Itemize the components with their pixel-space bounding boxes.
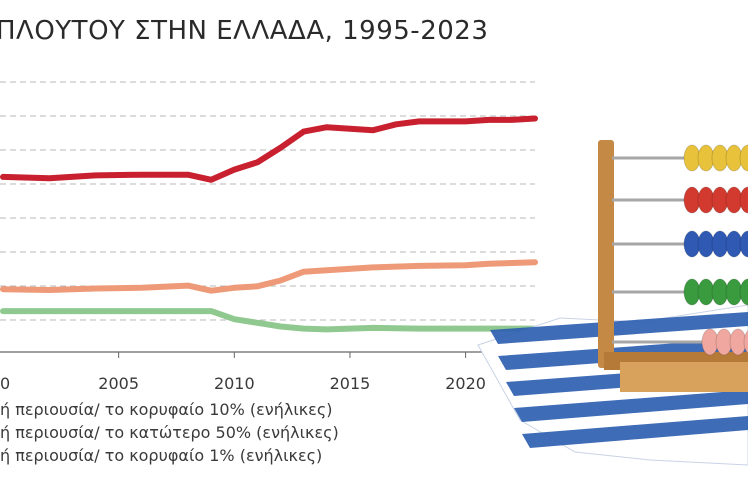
x-tick-label: 2005 (98, 374, 139, 393)
abacus-post (598, 140, 614, 368)
abacus-flag-illustration (477, 140, 748, 466)
abacus-bead (739, 144, 748, 172)
legend-entry-bottom50: ή περιουσία/ το κατώτερο 50% (ενήλικες) (0, 423, 339, 442)
legend: ή περιουσία/ το κορυφαίο 10% (ενήλικες) … (0, 400, 480, 469)
x-axis: 0 2005 2010 2015 2020 (0, 351, 535, 393)
flag-stripe (490, 312, 748, 344)
x-tick-label: 2020 (445, 374, 486, 393)
abacus-bead (739, 278, 748, 306)
x-tick-label: 2010 (214, 374, 255, 393)
abacus-bead (739, 230, 748, 258)
abacus-bead (743, 330, 748, 354)
abacus-base-front (620, 362, 748, 392)
series-line-1 (0, 259, 538, 294)
greek-flag (477, 304, 748, 466)
series-lines (0, 115, 538, 333)
x-tick-label: 0 (0, 374, 10, 393)
legend-entry-top10: ή περιουσία/ το κορυφαίο 10% (ενήλικες) (0, 400, 333, 419)
x-tick-label: 2015 (330, 374, 371, 393)
grid-lines (0, 81, 535, 321)
chart-title: ΠΛΟΥΤΟΥ ΣΤΗΝ ΕΛΛΑΔΑ, 1995-2023 (0, 16, 489, 46)
abacus-frame (598, 140, 748, 392)
legend-entry-top1: ή περιουσία/ το κορυφαίο 1% (ενήλικες) (0, 446, 323, 465)
series-line-0 (0, 115, 538, 183)
abacus-bead (739, 186, 748, 214)
flag-stripe (514, 390, 748, 422)
flag-stripe (522, 416, 748, 448)
series-line-2 (0, 308, 538, 333)
